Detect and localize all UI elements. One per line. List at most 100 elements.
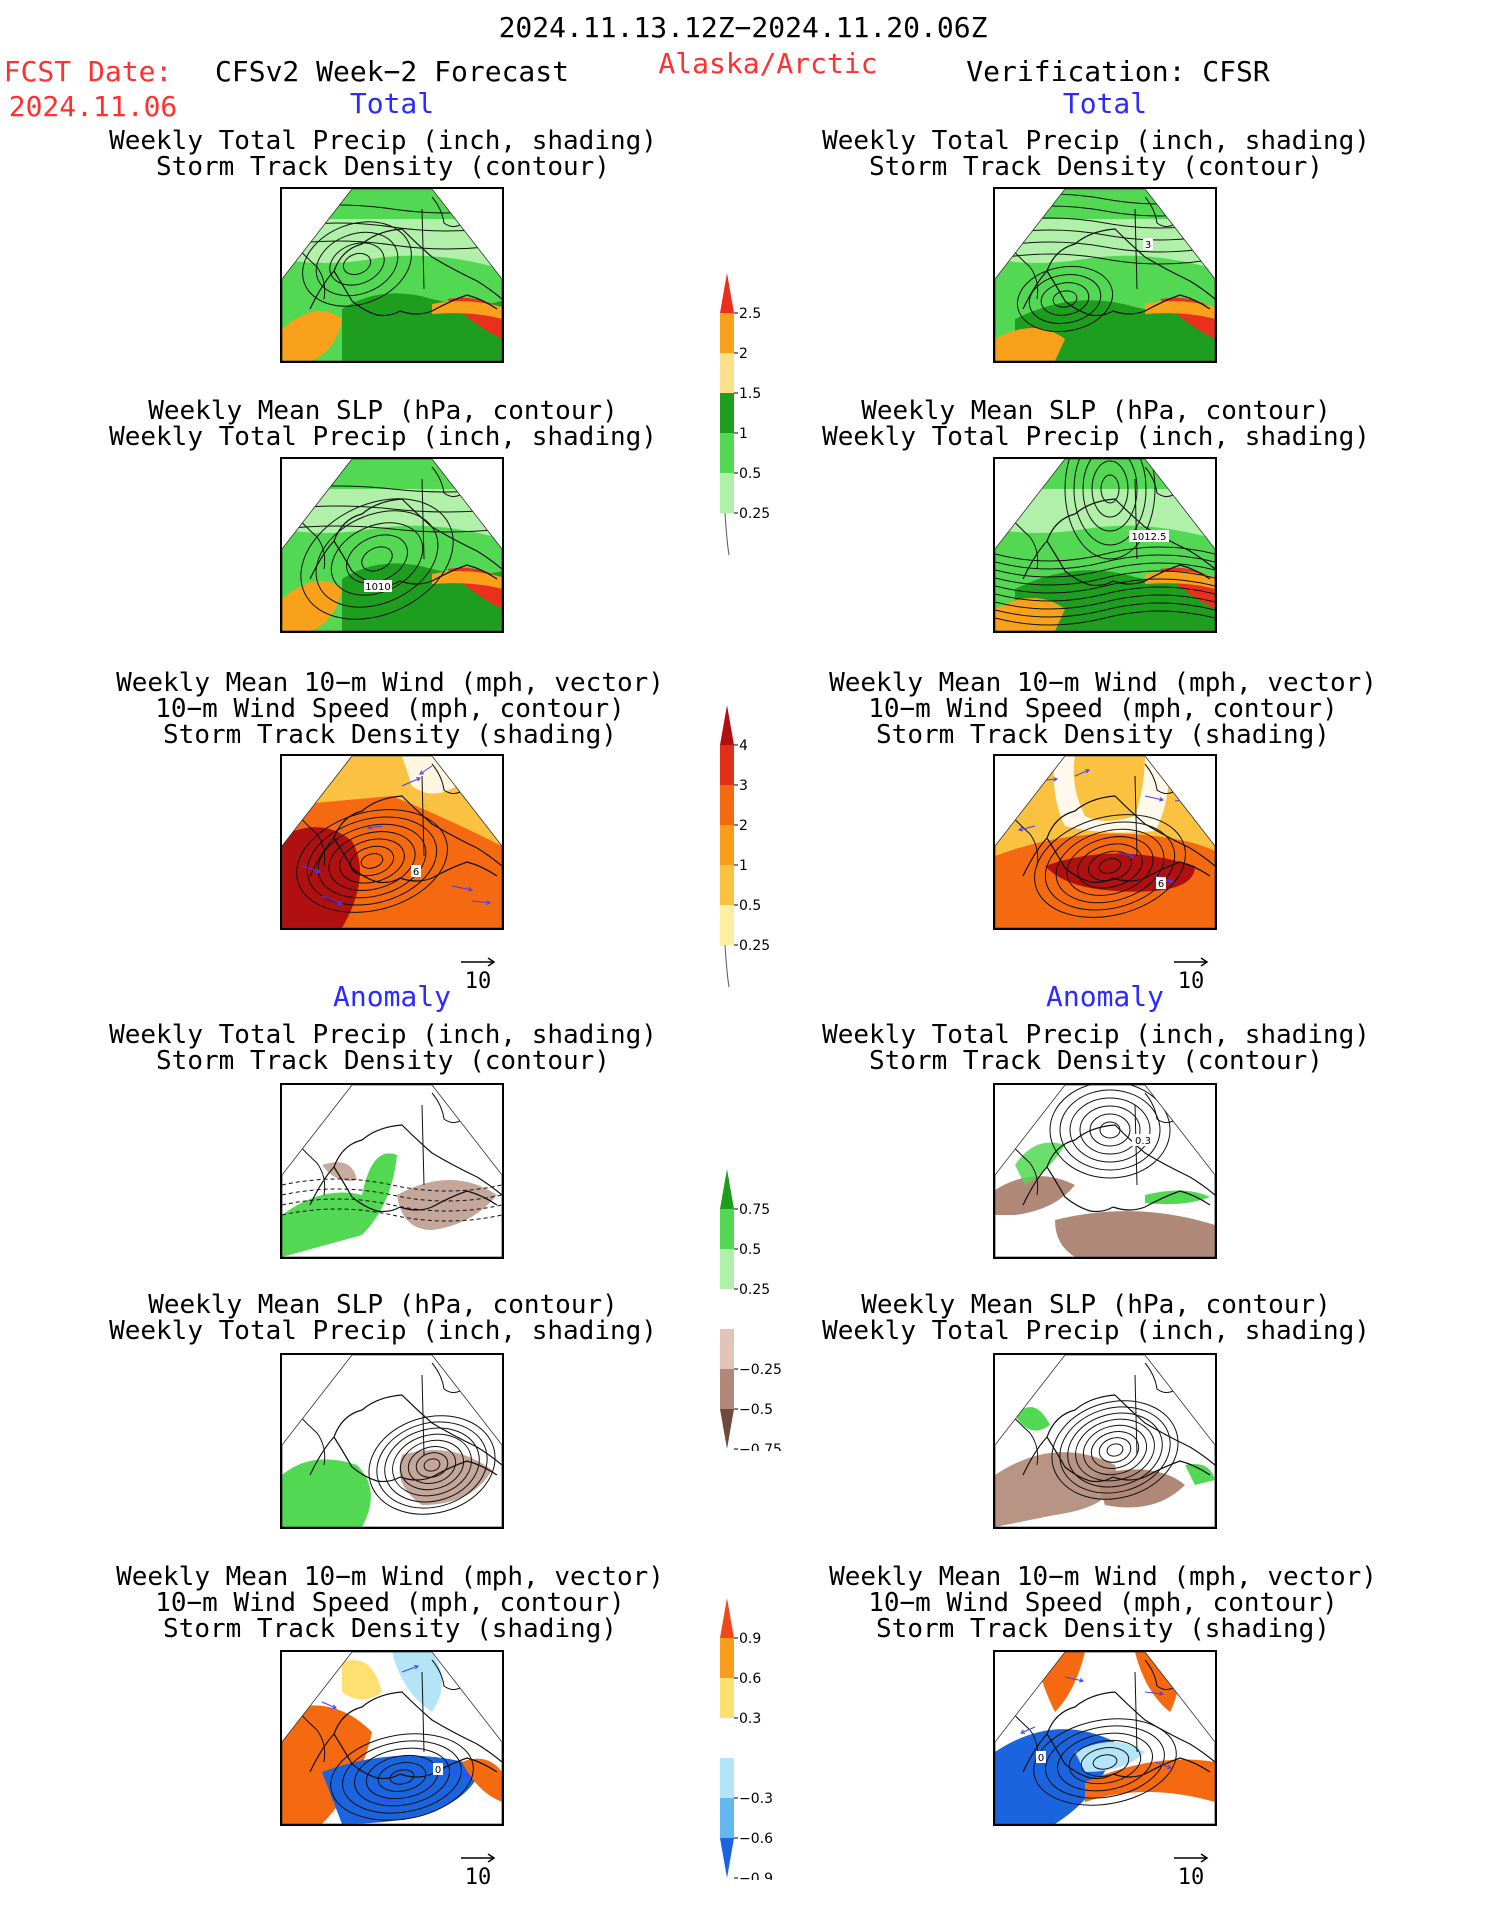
- model-title: CFSv2 Week−2 Forecast: [214, 55, 570, 88]
- contour-line: [1079, 1105, 1141, 1155]
- contour-line: [1091, 460, 1129, 518]
- wind-vector: [321, 895, 343, 905]
- wind-vector: [1020, 1726, 1036, 1734]
- storm-anomaly-shading: [1075, 1742, 1145, 1772]
- contour-line: [317, 823, 427, 899]
- wind-vector: [1064, 1676, 1084, 1682]
- colorbar-swatch: [720, 1678, 734, 1718]
- title-ob-anom-precip: Weekly Total Precip (inch, shading) Storm…: [822, 1020, 1370, 1076]
- colorbar-tick-label: 3: [739, 778, 748, 794]
- precip-shading: [995, 328, 1065, 361]
- contour-line: [1098, 1437, 1132, 1463]
- map-domain: [282, 1652, 502, 1824]
- contour-line: [995, 570, 1215, 586]
- map-domain: [282, 189, 502, 361]
- wind-vector: [401, 777, 421, 787]
- contour-label-text: 6: [1158, 879, 1164, 890]
- colorbar-storm-anomaly: 0.9 0.6 0.3 −0.3 −0.6 −0.9: [720, 1598, 773, 1880]
- contour-line: [1066, 836, 1154, 896]
- coastline: [1144, 1092, 1174, 1124]
- map-domain: [282, 756, 502, 928]
- coastline: [1112, 564, 1211, 585]
- coastline: [333, 1436, 401, 1483]
- border-line: [421, 208, 425, 290]
- wind-vector-head: [366, 825, 372, 830]
- colorbar-open-end: [724, 944, 730, 987]
- contour-line: [1059, 1089, 1161, 1171]
- map-domain: [995, 459, 1215, 631]
- coastline: [1046, 837, 1114, 884]
- precip-anomaly-shading: [1015, 1407, 1050, 1431]
- contour-line: [1077, 843, 1143, 889]
- contour-line: [1033, 1718, 1177, 1806]
- arrow-right-icon: [1174, 1853, 1209, 1863]
- border-line: [421, 1671, 425, 1753]
- wind-vector-head: [1168, 878, 1174, 884]
- wind-vector-head: [384, 1798, 390, 1803]
- contour-label: 1010: [364, 580, 392, 593]
- colorbar-tick-label: 1.5: [739, 386, 761, 402]
- contour-line: [1051, 1400, 1179, 1500]
- coastline: [1144, 1659, 1174, 1691]
- map-fc-anom-wind: 0: [280, 1650, 504, 1826]
- contour-line: [1049, 1085, 1171, 1179]
- colorbar-swatch: [720, 1598, 734, 1638]
- border-line: [421, 1104, 425, 1186]
- map-domain: [995, 1652, 1215, 1824]
- border-line: [421, 478, 425, 560]
- title-fc-anom-wind: Weekly Mean 10−m Wind (mph, vector) 10−m …: [116, 1562, 664, 1644]
- colorbar-open-end: [724, 512, 730, 555]
- coastline: [1144, 466, 1174, 498]
- vector-reference-ob-anom: 10: [1161, 1848, 1221, 1890]
- colorbar-swatch: [720, 745, 734, 785]
- section-anomaly-right: Anomaly: [1045, 980, 1165, 1013]
- map-domain: [282, 459, 502, 631]
- colorbar-swatch: [720, 1289, 734, 1329]
- verification-title: Verification: CFSR: [966, 55, 1270, 88]
- contour-line: [1090, 1431, 1140, 1469]
- storm-shading: [1053, 756, 1170, 833]
- colorbar-swatch: [720, 1249, 734, 1289]
- wind-vector: [1114, 850, 1134, 858]
- map-fc-total-wind: 6: [280, 754, 504, 930]
- colorbar-swatch: [720, 393, 734, 433]
- wind-vector-head: [1017, 826, 1023, 832]
- arrow-right-icon: [461, 1853, 496, 1863]
- precip-anomaly-shading: [1145, 1190, 1210, 1205]
- wind-vector-head: [1084, 769, 1090, 774]
- map-ob-total-slp: 1012.5: [993, 457, 1217, 633]
- colorbar-tick-label: −0.75: [739, 1442, 782, 1451]
- contour-line: [415, 1452, 449, 1478]
- contour-label-text: 0.3: [1135, 1136, 1151, 1147]
- precip-shading: [1015, 570, 1215, 631]
- coastline: [431, 763, 461, 795]
- contour-line: [1075, 1418, 1155, 1482]
- colorbar-swatch: [720, 1838, 734, 1878]
- coastline: [431, 1092, 461, 1124]
- wind-vector-head: [468, 887, 474, 892]
- wind-vector-head: [1166, 1764, 1172, 1770]
- map-domain: [995, 1085, 1215, 1257]
- contour-line: [1098, 858, 1122, 874]
- colorbar-swatch: [720, 705, 734, 745]
- colorbar-swatch: [720, 1409, 734, 1449]
- wind-vector-head: [1128, 853, 1134, 859]
- colorbar-tick-label: 0.5: [739, 1242, 761, 1258]
- date-range-title: 2024.11.13.12Z−2024.11.20.06Z: [498, 11, 988, 44]
- contour-line: [1052, 290, 1078, 308]
- coastline: [399, 294, 498, 315]
- colorbar-swatch: [720, 905, 734, 945]
- contour-line: [329, 242, 385, 286]
- contour-line: [995, 594, 1215, 610]
- contour-label-text: 0: [1038, 1753, 1044, 1764]
- map-domain: [995, 189, 1215, 361]
- colorbar-swatch: [720, 865, 734, 905]
- contour-label-text: 3: [1145, 240, 1151, 251]
- coastline: [333, 1733, 401, 1780]
- contour-label-text: 1010: [365, 582, 390, 593]
- contour-line: [1106, 1443, 1124, 1457]
- title-ob-total-precip: Weekly Total Precip (inch, shading) Storm…: [822, 126, 1370, 182]
- map-ob-anom-slp: [993, 1353, 1217, 1529]
- colorbar-swatch: [720, 1638, 734, 1678]
- coastline: [1144, 1362, 1174, 1394]
